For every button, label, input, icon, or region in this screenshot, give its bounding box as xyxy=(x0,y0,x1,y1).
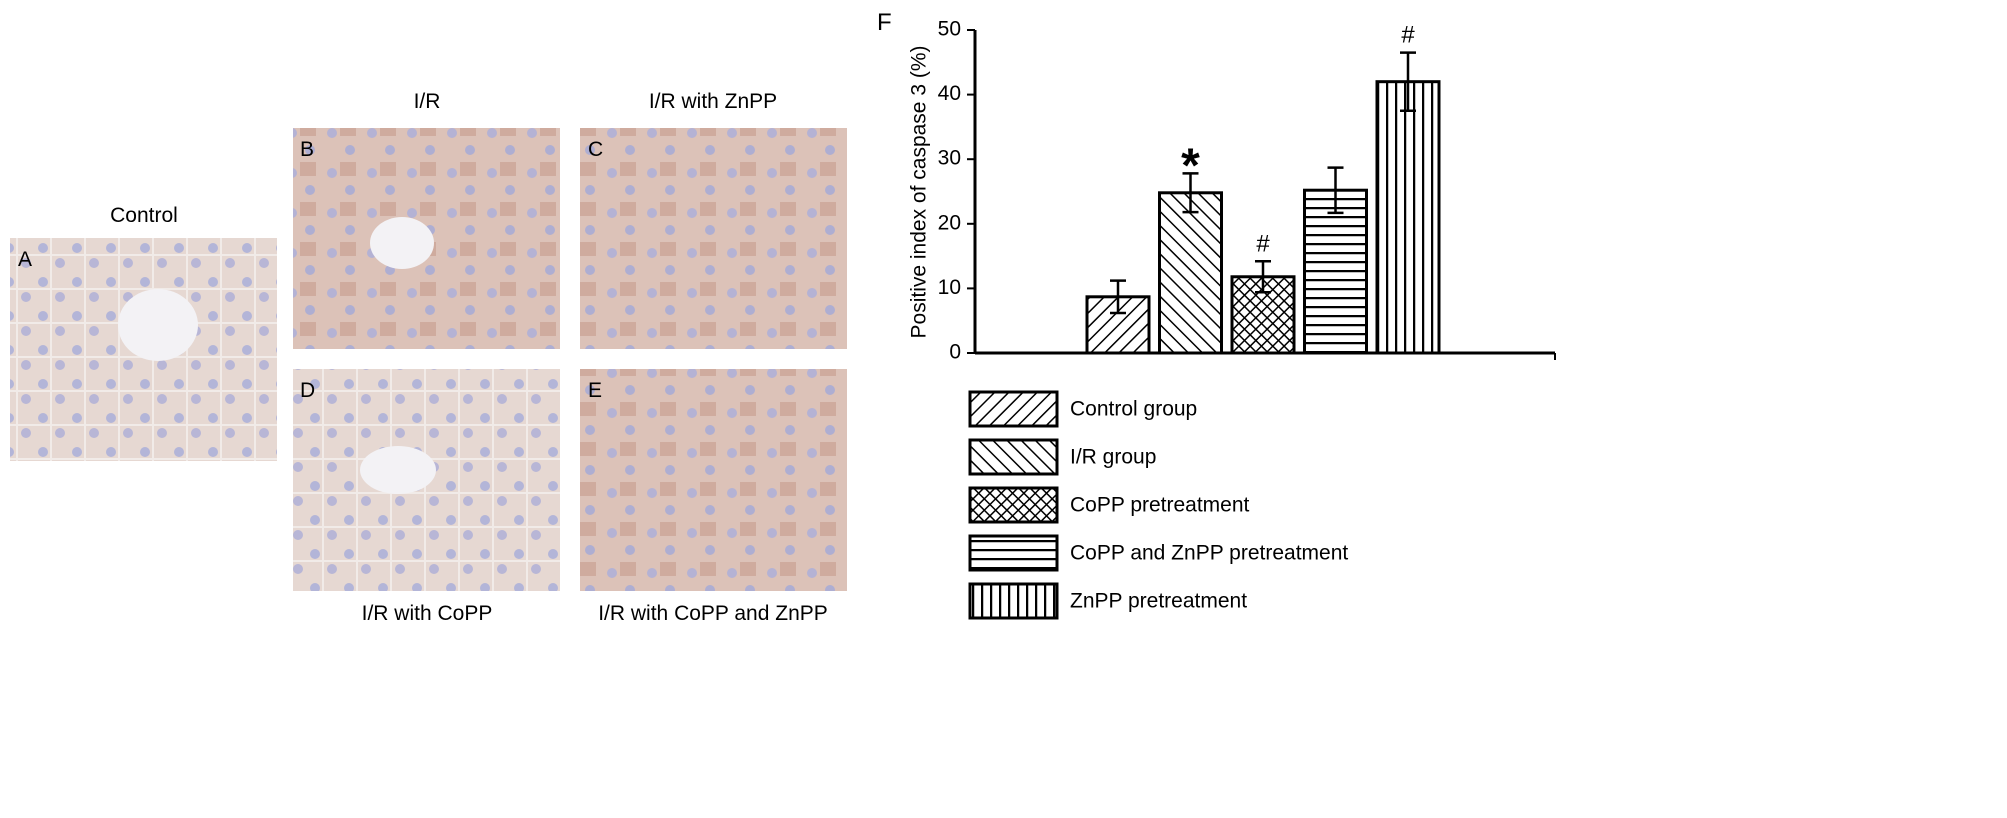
significance-marker: # xyxy=(1401,22,1415,49)
bar-chart: F Positive index of caspase 3 (%) 0 10 20 3… xyxy=(877,9,1556,620)
panel-letter: E xyxy=(588,379,602,402)
legend-label: I/R group xyxy=(1070,446,1156,469)
error-bar xyxy=(1110,279,1126,315)
legend-label: Control group xyxy=(1070,398,1197,421)
vessel xyxy=(118,289,198,361)
y-tick-label: 0 xyxy=(949,341,961,364)
panel-letter: C xyxy=(588,138,603,161)
panel-letter: B xyxy=(300,138,314,161)
panel-letter: A xyxy=(18,248,32,271)
y-tick-label: 50 xyxy=(938,18,961,41)
panel-caption: Control xyxy=(110,204,178,227)
y-tick-label: 30 xyxy=(938,147,961,170)
panel-e: I/R with CoPP and ZnPP E xyxy=(580,369,847,625)
bar xyxy=(1158,191,1223,355)
panel-b: I/R B xyxy=(293,90,560,349)
micrograph xyxy=(580,128,847,349)
panel-caption: I/R with ZnPP xyxy=(649,90,777,113)
error-bar xyxy=(1327,166,1344,215)
legend-label: CoPP and ZnPP pretreatment xyxy=(1070,542,1348,565)
panel-letter: F xyxy=(877,9,892,36)
significance-marker: * xyxy=(1181,139,1200,192)
panel-d: I/R with CoPP D xyxy=(293,369,560,625)
legend-label: CoPP pretreatment xyxy=(1070,494,1250,517)
legend-swatch xyxy=(968,390,1059,428)
legend-swatch xyxy=(968,486,1059,524)
y-tick-label: 10 xyxy=(938,276,961,299)
micrograph xyxy=(580,369,847,591)
y-axis-label: Positive index of caspase 3 (%) xyxy=(908,46,931,339)
y-tick-label: 20 xyxy=(938,211,961,234)
panel-a: Control A xyxy=(10,204,277,461)
panel-caption: I/R with CoPP and ZnPP xyxy=(598,602,828,625)
panel-letter: D xyxy=(300,379,315,402)
vessel xyxy=(360,446,436,494)
legend-label: ZnPP pretreatment xyxy=(1070,590,1247,613)
y-tick-label: 40 xyxy=(938,82,961,105)
vessel xyxy=(370,217,434,269)
error-bar xyxy=(1400,51,1416,112)
error-bar xyxy=(1182,172,1199,214)
panel-c: I/R with ZnPP C xyxy=(580,90,847,349)
error-bar xyxy=(1255,260,1271,294)
panel-caption: I/R xyxy=(414,90,441,113)
legend-swatch xyxy=(968,438,1059,476)
bar xyxy=(1375,80,1441,355)
significance-marker: # xyxy=(1256,230,1270,257)
legend-swatch xyxy=(968,534,1059,572)
panel-caption: I/R with CoPP xyxy=(362,602,493,625)
bar xyxy=(1303,188,1368,355)
legend-swatch xyxy=(968,582,1059,620)
